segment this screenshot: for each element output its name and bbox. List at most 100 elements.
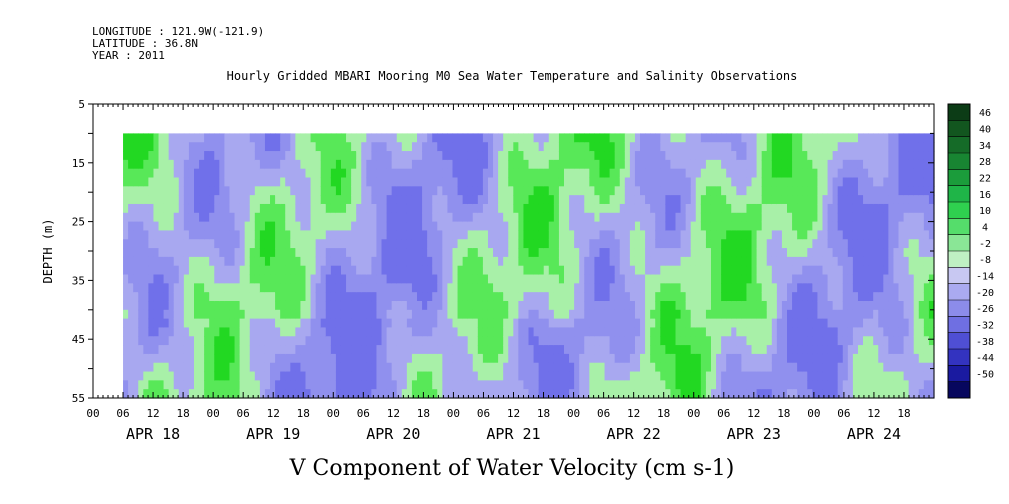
heat-cell	[244, 159, 251, 170]
heat-cell	[133, 230, 139, 240]
heat-cell	[918, 142, 925, 152]
heat-cell	[640, 142, 646, 152]
heat-cell	[487, 318, 494, 329]
heat-cell	[346, 177, 352, 187]
heat-cell	[928, 133, 935, 143]
heat-cell	[391, 318, 398, 329]
heat-cell	[330, 336, 337, 346]
heat-cell	[249, 274, 256, 284]
heat-cell	[812, 212, 819, 223]
heat-cell	[533, 362, 540, 373]
heat-cell	[523, 318, 530, 329]
heat-cell	[381, 230, 388, 240]
heat-cell	[346, 133, 352, 143]
heat-cell	[123, 327, 129, 337]
heat-cell	[863, 195, 869, 205]
heat-cell	[457, 177, 464, 187]
heat-cell	[594, 274, 601, 284]
heat-cell	[396, 195, 403, 205]
heat-cell	[918, 239, 925, 249]
heat-cell	[731, 256, 737, 267]
heat-cell	[579, 380, 585, 390]
heat-cell	[285, 142, 291, 152]
heat-cell	[417, 353, 423, 364]
heat-cell	[538, 380, 545, 390]
heat-cell	[498, 345, 504, 355]
heat-cell	[366, 195, 372, 205]
heat-cell	[493, 318, 499, 329]
heat-cell	[503, 142, 509, 152]
heat-cell	[928, 362, 935, 373]
heat-cell	[477, 300, 484, 311]
heat-cell	[852, 168, 859, 179]
heat-cell	[330, 168, 337, 179]
heat-cell	[634, 168, 641, 179]
heat-cell	[857, 230, 864, 240]
heat-cell	[406, 195, 413, 205]
heat-cell	[619, 300, 626, 311]
heat-cell	[695, 248, 702, 258]
heat-cell	[579, 133, 585, 143]
heat-cell	[756, 151, 763, 161]
heat-cell	[857, 309, 864, 320]
heat-cell	[123, 274, 129, 284]
heat-cell	[361, 186, 367, 196]
heat-cell	[776, 230, 783, 240]
heat-cell	[437, 212, 443, 223]
heat-cell	[376, 133, 383, 143]
heat-cell	[153, 177, 160, 187]
heat-cell	[533, 186, 540, 196]
heat-cell	[710, 380, 717, 390]
heat-cell	[280, 300, 286, 311]
heat-cell	[219, 353, 226, 364]
heat-cell	[173, 362, 180, 373]
heat-cell	[513, 133, 519, 143]
heat-cell	[310, 256, 317, 267]
heat-cell	[477, 142, 484, 152]
heat-cell	[168, 371, 175, 381]
heat-cell	[533, 292, 540, 302]
heat-cell	[873, 318, 879, 329]
heat-cell	[913, 195, 920, 205]
heat-cell	[660, 380, 666, 390]
heat-cell	[928, 203, 935, 214]
heat-cell	[123, 142, 129, 152]
heat-cell	[138, 248, 144, 258]
heat-cell	[391, 274, 398, 284]
heat-cell	[700, 168, 707, 179]
heat-cell	[168, 248, 175, 258]
heat-cell	[898, 265, 905, 276]
heat-cell	[716, 256, 722, 267]
heat-cell	[771, 327, 778, 337]
heat-cell	[579, 283, 585, 293]
heat-cell	[741, 159, 748, 170]
heat-cell	[442, 345, 449, 355]
heat-cell	[852, 292, 859, 302]
heat-cell	[366, 389, 372, 399]
heat-cell	[842, 265, 849, 276]
heat-cell	[229, 309, 236, 320]
heat-cell	[432, 195, 438, 205]
heat-cell	[721, 336, 727, 346]
heat-cell	[781, 389, 788, 399]
heat-cell	[781, 362, 788, 373]
heat-cell	[584, 318, 590, 329]
heat-cell	[878, 345, 884, 355]
heat-cell	[903, 159, 910, 170]
heat-cell	[726, 336, 732, 346]
heat-cell	[376, 142, 383, 152]
heat-cell	[888, 239, 895, 249]
heat-cell	[873, 151, 879, 161]
heat-cell	[361, 168, 367, 179]
heat-cell	[797, 168, 803, 179]
heat-cell	[888, 256, 895, 267]
heat-cell	[442, 203, 449, 214]
heat-cell	[518, 362, 525, 373]
heat-cell	[594, 345, 601, 355]
heat-cell	[847, 362, 854, 373]
heat-cell	[660, 371, 666, 381]
heat-cell	[143, 265, 149, 276]
heat-cell	[128, 151, 134, 161]
heat-cell	[447, 133, 454, 143]
